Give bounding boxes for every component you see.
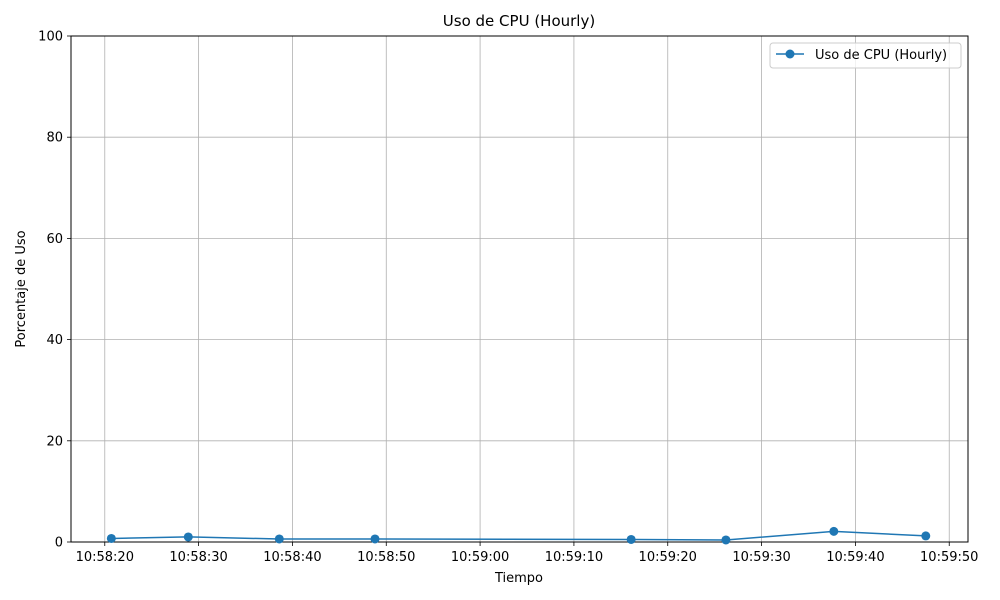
legend-marker	[785, 49, 795, 59]
plot-frame	[70, 35, 969, 543]
data-point	[626, 534, 636, 544]
y-tick-label: 60	[46, 232, 63, 247]
grid-lines	[71, 35, 968, 543]
x-tick-label: 10:59:20	[639, 550, 697, 565]
y-tick-label: 80	[46, 131, 63, 146]
x-tick-label: 10:58:30	[169, 550, 227, 565]
series-layer	[106, 526, 931, 545]
legend-box	[769, 42, 962, 69]
legend: Uso de CPU (Hourly)	[769, 42, 962, 69]
x-tick-label: 10:59:10	[545, 550, 603, 565]
data-point	[106, 533, 116, 543]
x-tick-label: 10:59:40	[826, 550, 884, 565]
data-point	[921, 531, 931, 541]
y-tick-label: 0	[55, 536, 63, 551]
x-tick-label: 10:59:50	[920, 550, 978, 565]
y-tick-label: 40	[46, 333, 63, 348]
x-axis-label: Tiempo	[494, 571, 543, 586]
data-point	[829, 526, 839, 536]
data-point	[183, 532, 193, 542]
y-axis-label: Porcentaje de Uso	[14, 230, 29, 347]
x-tick-label: 10:58:40	[263, 550, 321, 565]
data-point	[370, 534, 380, 544]
chart-title: Uso de CPU (Hourly)	[443, 12, 595, 30]
y-axis: 0 20 40 60 80 100	[38, 30, 71, 551]
x-tick-label: 10:58:50	[357, 550, 415, 565]
y-tick-label: 100	[38, 30, 63, 45]
data-point	[721, 535, 731, 545]
x-tick-label: 10:58:20	[76, 550, 134, 565]
data-point	[274, 534, 284, 544]
legend-label: Uso de CPU (Hourly)	[815, 48, 947, 63]
x-tick-label: 10:59:30	[732, 550, 790, 565]
y-tick-label: 20	[46, 434, 63, 449]
x-axis: 10:58:20 10:58:30 10:58:40 10:58:50 10:59:00…	[76, 542, 978, 565]
x-tick-label: 10:59:00	[451, 550, 509, 565]
series-line	[111, 530, 926, 541]
